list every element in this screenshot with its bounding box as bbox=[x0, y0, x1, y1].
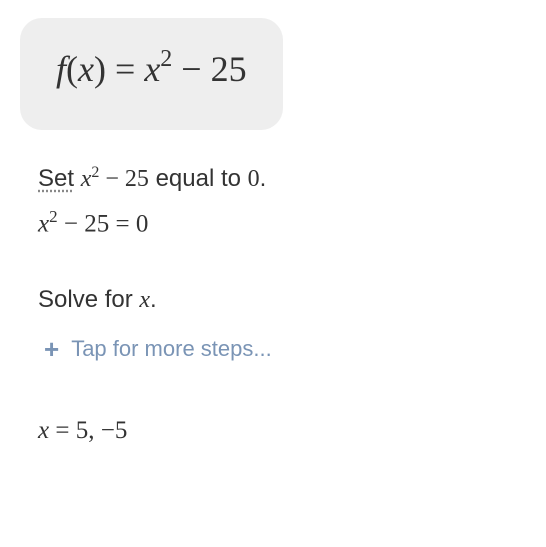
exponent-2: 2 bbox=[160, 46, 172, 72]
result-values: 5, −5 bbox=[76, 417, 128, 444]
tap-more-label: Tap for more steps... bbox=[71, 336, 272, 362]
plus-icon: + bbox=[44, 336, 59, 362]
eq1-const: 25 bbox=[84, 210, 109, 237]
step1-const: 25 bbox=[125, 166, 149, 192]
close-paren: ) bbox=[94, 49, 106, 89]
step1-instruction: Set x2 − 25 equal to 0. bbox=[38, 164, 526, 193]
result-equals: = bbox=[49, 417, 76, 444]
eq1-rhs: 0 bbox=[136, 210, 149, 237]
main-formula: f(x) = x2 − 25 bbox=[56, 48, 247, 90]
eq1-base: x bbox=[38, 210, 49, 237]
function-name: f bbox=[56, 49, 66, 89]
equation-step1: x2 − 25 = 0 bbox=[38, 207, 526, 238]
solve-period: . bbox=[150, 286, 157, 313]
step1-middle: equal to bbox=[149, 165, 248, 192]
step1-minus: − bbox=[99, 166, 125, 192]
solve-variable: x bbox=[139, 287, 150, 313]
open-paren: ( bbox=[66, 49, 78, 89]
eq1-minus: − bbox=[58, 210, 85, 237]
step2-instruction: Solve for x. bbox=[38, 286, 526, 314]
step1-period: . bbox=[260, 165, 267, 192]
result-equation: x = 5, −5 bbox=[38, 417, 526, 445]
eq1-equals: = bbox=[109, 210, 136, 237]
base-x: x bbox=[144, 49, 160, 89]
equals-sign: = bbox=[106, 49, 144, 89]
step1-base: x bbox=[81, 166, 92, 192]
result-variable: x bbox=[38, 417, 49, 444]
variable-x: x bbox=[78, 49, 94, 89]
set-word[interactable]: Set bbox=[38, 165, 74, 192]
eq1-exp: 2 bbox=[49, 207, 58, 226]
constant-25: 25 bbox=[211, 49, 247, 89]
step1-zero: 0 bbox=[248, 166, 260, 192]
tap-more-steps-button[interactable]: + Tap for more steps... bbox=[44, 336, 526, 362]
solve-prefix: Solve for bbox=[38, 286, 139, 313]
main-formula-box: f(x) = x2 − 25 bbox=[20, 18, 283, 130]
minus-sign: − bbox=[172, 49, 210, 89]
